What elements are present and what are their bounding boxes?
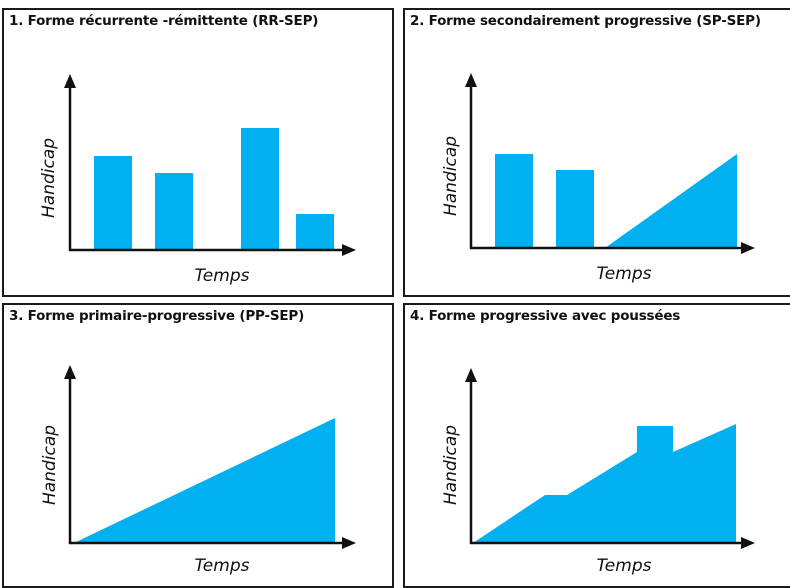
progression-area	[605, 154, 737, 248]
panel-title: 4. Forme progressive avec poussées	[410, 308, 681, 324]
x-axis-label: Temps	[597, 556, 652, 576]
diagram-sp-sep: Handicap Temps	[441, 73, 755, 284]
y-axis-arrow-icon	[64, 74, 76, 88]
x-axis-label: Temps	[597, 264, 652, 284]
x-axis-arrow-icon	[741, 242, 755, 254]
relapse-bar	[241, 128, 279, 250]
x-axis-label: Temps	[195, 266, 250, 286]
y-axis-arrow-icon	[465, 73, 477, 87]
diagram-rr-sep: Handicap Temps	[39, 74, 356, 286]
x-axis-arrow-icon	[741, 537, 755, 549]
progression-area	[74, 418, 335, 543]
y-axis-arrow-icon	[64, 365, 76, 379]
y-axis-label: Handicap	[441, 136, 461, 216]
relapse-bar	[94, 156, 132, 250]
relapse-bar	[495, 154, 533, 248]
y-axis-label: Handicap	[40, 425, 60, 505]
y-axis-arrow-icon	[465, 368, 477, 382]
y-axis-label: Handicap	[39, 138, 59, 218]
panel-progressive-relapsing: 4. Forme progressive avec poussées Handi…	[403, 303, 790, 588]
x-axis-arrow-icon	[342, 537, 356, 549]
diagram-progressive-relapsing: Handicap Temps	[441, 368, 755, 576]
relapse-bar	[155, 173, 193, 250]
progression-area	[473, 424, 736, 543]
x-axis-label: Temps	[195, 556, 250, 576]
panel-rr-sep: 1. Forme récurrente -rémittente (RR-SEP)…	[2, 8, 394, 297]
diagram-pp-sep: Handicap Temps	[40, 365, 356, 576]
panel-title: 2. Forme secondairement progressive (SP-…	[410, 13, 761, 29]
panel-sp-sep: 2. Forme secondairement progressive (SP-…	[403, 8, 790, 297]
panel-pp-sep: 3. Forme primaire-progressive (PP-SEP) H…	[2, 303, 394, 588]
x-axis-arrow-icon	[342, 244, 356, 256]
y-axis-label: Handicap	[441, 425, 461, 505]
relapse-bar	[296, 214, 334, 250]
panel-title: 3. Forme primaire-progressive (PP-SEP)	[9, 308, 305, 324]
relapse-bar	[556, 170, 594, 248]
panel-title: 1. Forme récurrente -rémittente (RR-SEP)	[9, 13, 319, 29]
